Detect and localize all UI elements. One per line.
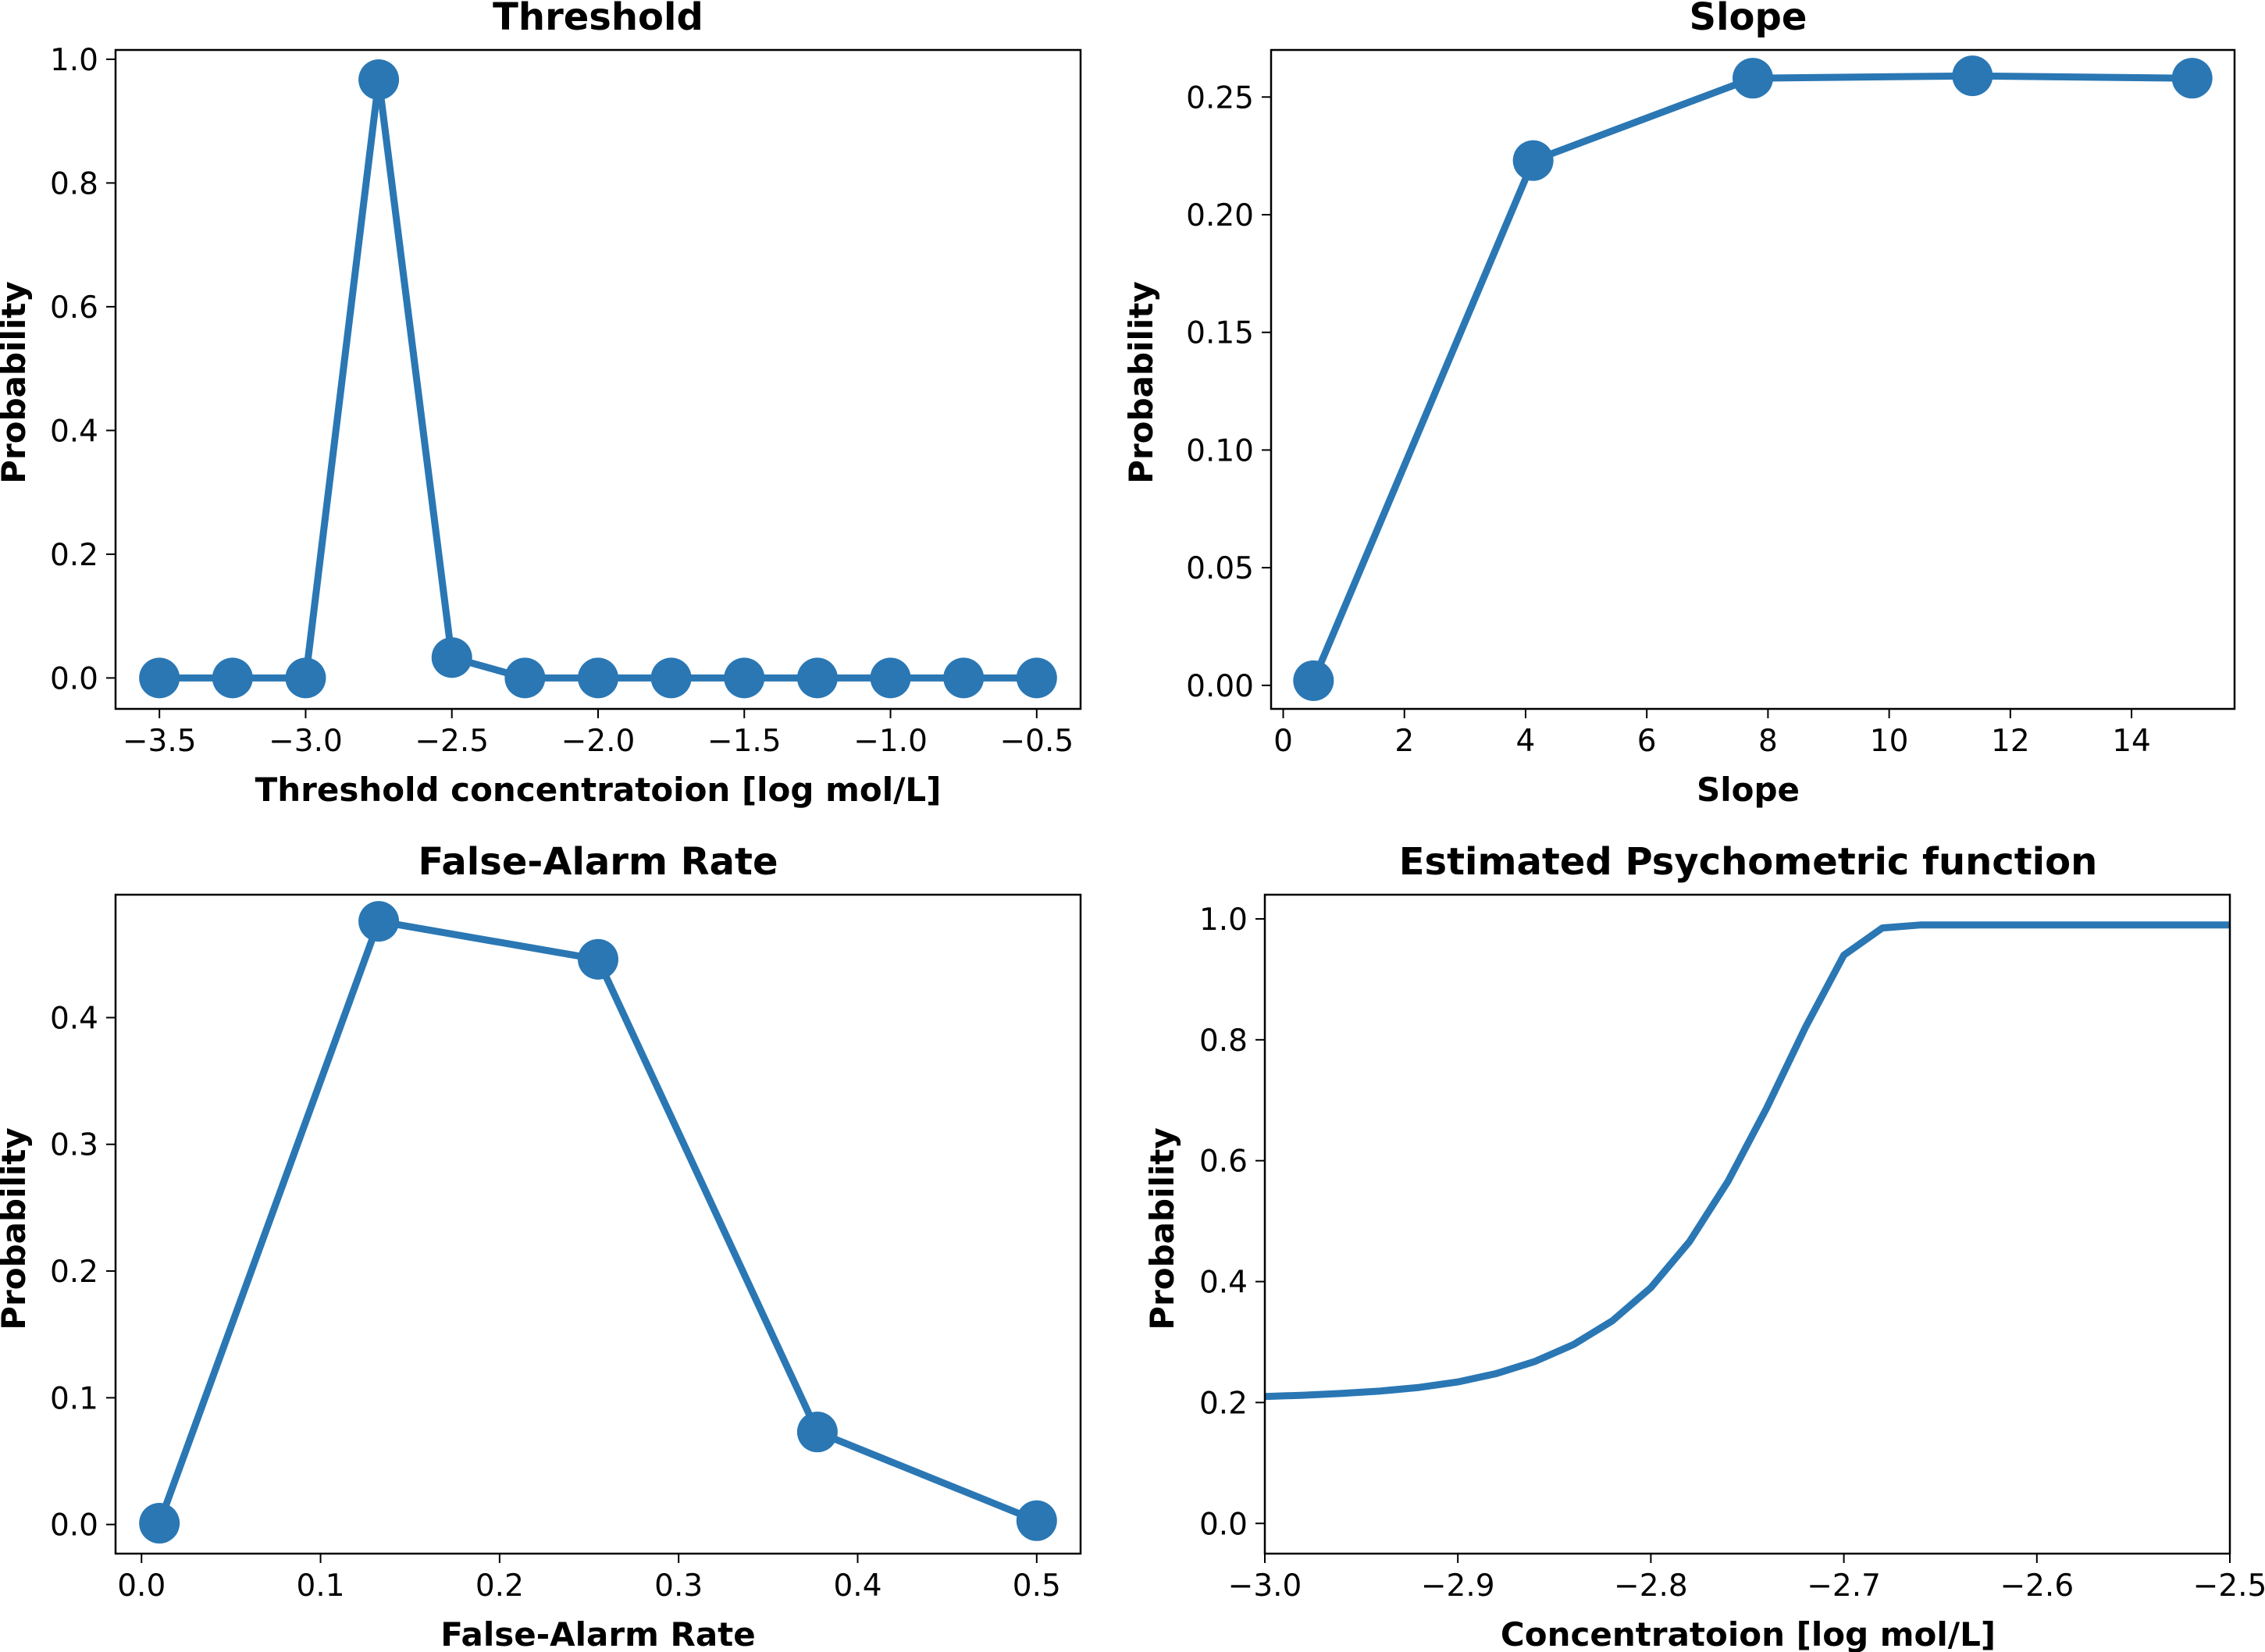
x-tick-label: 0.2 (475, 1568, 524, 1604)
data-point (1293, 660, 1334, 701)
x-tick-label: −2.8 (1614, 1568, 1688, 1604)
data-point (724, 657, 765, 699)
y-tick-label: 0.8 (50, 166, 98, 201)
x-tick-label: −2.5 (2193, 1568, 2265, 1604)
data-point (1952, 55, 1993, 97)
x-tick-label: 0 (1273, 724, 1293, 759)
y-tick-label: 0.2 (50, 1255, 98, 1290)
x-tick-label: −2.6 (2000, 1568, 2074, 1604)
panel-title: Threshold (493, 0, 703, 39)
data-point (796, 1412, 838, 1453)
data-point (796, 657, 838, 699)
panel-title: False-Alarm Rate (418, 840, 778, 884)
x-tick-label: 8 (1758, 724, 1778, 759)
x-axis-label: False-Alarm Rate (440, 1615, 755, 1652)
y-tick-label: 0.4 (50, 1001, 98, 1036)
data-point (943, 657, 985, 699)
series-line (155, 917, 1038, 1525)
x-axis-label: Concentratoion [log mol/L] (1501, 1615, 1996, 1652)
y-axis-label: Probability (1143, 1127, 1181, 1330)
x-tick-label: −3.5 (123, 724, 197, 759)
data-point (212, 657, 253, 699)
y-tick-label: 0.4 (50, 414, 98, 449)
x-tick-label: −1.5 (707, 724, 782, 759)
axes-frame (114, 48, 1082, 710)
y-tick-label: 0.0 (50, 1508, 98, 1543)
x-tick-label: 14 (2112, 724, 2151, 759)
x-tick-label: 0.3 (654, 1568, 703, 1604)
data-point (1512, 140, 1554, 181)
y-tick-label: 0.6 (1199, 1145, 1248, 1180)
y-axis-label: Probability (1122, 281, 1160, 483)
data-point (139, 1503, 180, 1544)
data-point (2171, 58, 2213, 99)
x-tick-label: 12 (1991, 724, 2030, 759)
x-tick-label: −2.9 (1421, 1568, 1495, 1604)
x-tick-label: 2 (1394, 724, 1414, 759)
data-point (431, 637, 472, 678)
y-tick-label: 0.05 (1186, 551, 1254, 586)
x-tick-label: 0.1 (297, 1568, 345, 1604)
y-tick-label: 0.2 (50, 538, 98, 573)
x-tick-label: −3.0 (269, 724, 343, 759)
data-point (650, 657, 692, 699)
axes-frame (114, 893, 1082, 1555)
axes-frame (1270, 48, 2236, 710)
y-tick-label: 0.1 (50, 1381, 98, 1416)
y-tick-label: 0.8 (1199, 1024, 1248, 1059)
x-tick-label: 0.4 (833, 1568, 881, 1604)
series-line (1310, 72, 2192, 682)
slope-panel: Slope Slope Probability 0 2 4 6 8 10 12 14 0.00 0… (1122, 0, 2236, 809)
x-tick-label: −2.7 (1807, 1568, 1881, 1604)
y-tick-label: 0.00 (1186, 669, 1254, 704)
y-tick-label: 1.0 (1199, 903, 1248, 938)
false-alarm-rate-panel: False-Alarm Rate False-Alarm Rate Probab… (0, 840, 1082, 1652)
y-tick-label: 0.25 (1186, 80, 1254, 116)
y-axis-label: Probability (0, 281, 33, 483)
data-point (1016, 1500, 1057, 1541)
x-tick-label: −2.0 (561, 724, 636, 759)
y-tick-label: 0.15 (1186, 316, 1254, 351)
x-axis-label: Threshold concentratoion [log mol/L] (255, 771, 942, 809)
x-tick-label: −1.0 (853, 724, 928, 759)
data-point (285, 657, 326, 699)
y-tick-label: 0.0 (50, 661, 98, 696)
x-tick-label: 0.0 (117, 1568, 166, 1604)
x-tick-label: 10 (1870, 724, 1909, 759)
y-tick-label: 1.0 (50, 43, 98, 78)
y-tick-label: 0.3 (50, 1128, 98, 1163)
psychometric-function-panel: Estimated Psychometric function Concentr… (1143, 840, 2265, 1652)
x-axis-label: Slope (1697, 771, 1800, 809)
x-tick-label: −3.0 (1228, 1568, 1302, 1604)
series-line (159, 76, 1037, 682)
data-point (578, 938, 618, 980)
data-point (578, 657, 618, 699)
data-point (504, 657, 546, 699)
threshold-panel: Threshold Threshold concentratoion [log … (0, 0, 1082, 809)
data-point (139, 657, 180, 699)
axes-frame (1263, 893, 2231, 1555)
data-point (1733, 58, 1773, 99)
y-tick-label: 0.2 (1199, 1386, 1248, 1421)
x-tick-label: −2.5 (415, 724, 489, 759)
x-tick-label: 6 (1637, 724, 1657, 759)
x-tick-label: 4 (1516, 724, 1536, 759)
data-point (358, 59, 400, 101)
data-point (870, 657, 911, 699)
y-tick-label: 0.10 (1186, 433, 1254, 468)
panel-title: Slope (1690, 0, 1807, 39)
y-axis-label: Probability (0, 1127, 33, 1330)
x-tick-label: −0.5 (999, 724, 1074, 759)
y-tick-label: 0.20 (1186, 198, 1254, 233)
panel-title: Estimated Psychometric function (1399, 840, 2098, 884)
data-point (358, 901, 400, 942)
y-tick-label: 0.0 (1199, 1507, 1248, 1542)
series-line (1265, 921, 2230, 1401)
y-tick-label: 0.6 (50, 290, 98, 326)
x-tick-label: 0.5 (1013, 1568, 1061, 1604)
data-point (1016, 657, 1057, 699)
y-tick-label: 0.4 (1199, 1266, 1248, 1301)
